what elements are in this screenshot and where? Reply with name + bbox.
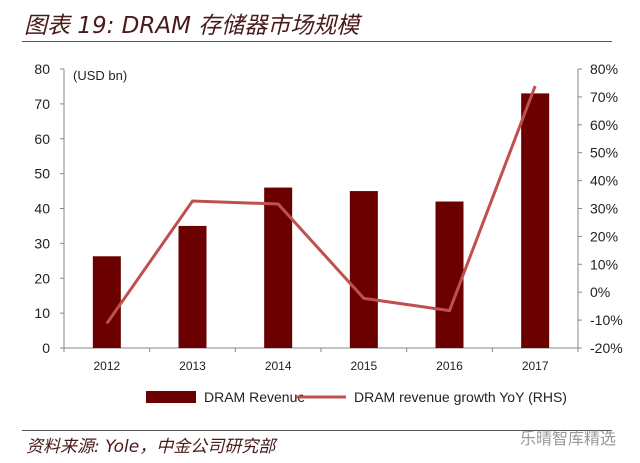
y-tick-label: 20 (34, 270, 50, 286)
figure-title: 图表 19: DRAM 存储器市场规模 (24, 13, 360, 39)
chart: 0 10 20 30 40 50 60 70 80 -20% -10% 0% 10% 20% 30% 40% 5… (34, 61, 623, 405)
y2-tick-label: -20% (590, 340, 623, 356)
y-axis-unit: (USD bn) (73, 68, 127, 83)
legend-bar-swatch (146, 391, 196, 403)
y-tick-label: 10 (34, 305, 50, 321)
x-tick-label: 2013 (179, 359, 206, 373)
y-tick-label: 40 (34, 201, 50, 217)
y-tick-label: 0 (42, 340, 50, 356)
legend-bar-label: DRAM Revenue (204, 389, 305, 405)
y-tick-label: 30 (34, 235, 50, 251)
watermark: 乐晴智库精选 (519, 431, 616, 448)
y2-tick-label: 80% (590, 61, 618, 77)
x-tick-label: 2014 (265, 359, 292, 373)
title-rule (22, 41, 612, 42)
y2-tick-label: 20% (590, 228, 618, 244)
x-tick-label: 2012 (93, 359, 120, 373)
y2-tick-label: 60% (590, 117, 618, 133)
y-tick-label: 80 (34, 61, 50, 77)
y2-tick-label: 10% (590, 256, 618, 272)
bar-2012 (92, 256, 121, 348)
growth-line (105, 85, 537, 325)
y2-tick-label: -10% (590, 312, 623, 328)
y2-tick-label: 70% (590, 89, 618, 105)
bar-2014 (264, 187, 293, 348)
bar-2015 (349, 191, 378, 348)
x-tick-label: 2017 (522, 359, 549, 373)
footer-rule (22, 430, 612, 431)
bar-2017 (521, 93, 550, 348)
x-tick-label: 2016 (436, 359, 463, 373)
source-note: 资料来源: Yole，中金公司研究部 (26, 437, 276, 457)
y-tick-label: 50 (34, 166, 50, 182)
bar-2013 (178, 225, 207, 348)
y2-tick-label: 0% (590, 284, 610, 300)
y-tick-label: 60 (34, 131, 50, 147)
legend-line-label: DRAM revenue growth YoY (RHS) (354, 389, 567, 405)
y2-tick-label: 40% (590, 173, 618, 189)
x-tick-label: 2015 (350, 359, 377, 373)
bar-2016 (435, 201, 464, 348)
y2-tick-label: 50% (590, 145, 618, 161)
y-tick-label: 70 (34, 96, 50, 112)
y2-tick-label: 30% (590, 201, 618, 217)
